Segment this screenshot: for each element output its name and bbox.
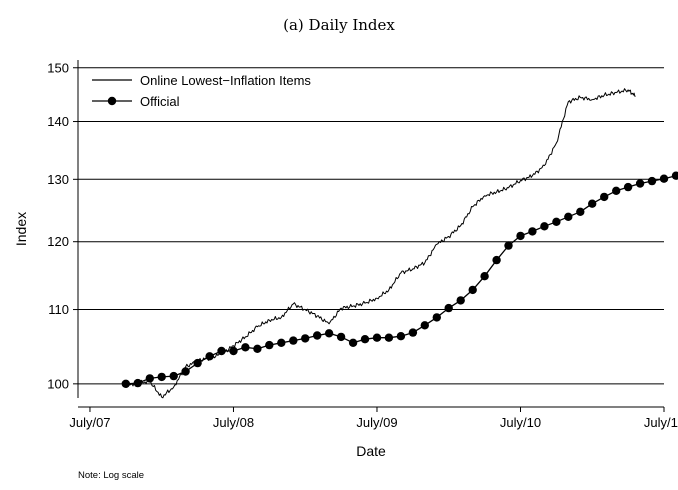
x-axis-label: Date [356, 443, 386, 459]
official-point-36 [552, 217, 561, 226]
official-point-18 [336, 332, 346, 342]
official-point-38 [576, 207, 585, 216]
y-tick-label-140: 140 [47, 114, 69, 129]
official-point-44 [647, 176, 657, 186]
official-point-41 [612, 186, 621, 195]
chart-note: Note: Log scale [78, 470, 144, 481]
official-point-25 [420, 321, 429, 330]
official-point-15 [301, 334, 310, 343]
official-point-33 [516, 231, 525, 241]
official-point-0 [121, 379, 130, 388]
official-point-13 [277, 338, 286, 347]
y-tick-label-130: 130 [47, 172, 69, 187]
y-tick-label-110: 110 [48, 302, 69, 317]
y-tick-label-100: 100 [47, 376, 69, 391]
official-point-27 [444, 303, 453, 313]
x-tick-label-july-07: July/07 [69, 415, 110, 430]
official-point-39 [588, 199, 597, 208]
official-point-14 [289, 336, 298, 345]
legend-label-official: Official [140, 94, 180, 109]
official-point-11 [253, 344, 262, 353]
official-point-16 [313, 331, 322, 340]
official-point-8 [217, 346, 226, 356]
official-point-40 [600, 192, 609, 202]
official-point-10 [241, 343, 250, 352]
official-point-12 [265, 340, 274, 350]
official-point-5 [181, 367, 190, 376]
official-point-3 [157, 372, 166, 382]
online-series-line [125, 88, 636, 399]
official-point-20 [360, 335, 370, 344]
chart-title: (a) Daily Index [283, 16, 395, 34]
official-point-45 [659, 174, 669, 183]
series-layer [121, 88, 678, 399]
official-point-28 [456, 296, 465, 305]
y-tick-label-150: 150 [47, 60, 69, 75]
official-point-7 [205, 352, 214, 361]
series-official [121, 171, 678, 388]
official-point-31 [492, 255, 501, 265]
official-point-19 [348, 338, 358, 347]
official-point-17 [324, 329, 334, 338]
official-point-1 [133, 378, 142, 388]
official-point-26 [432, 313, 441, 322]
official-point-32 [504, 241, 513, 250]
official-point-2 [145, 374, 154, 383]
official-point-6 [193, 358, 202, 368]
official-point-9 [229, 346, 238, 356]
legend: Online Lowest−Inflation Items Official [92, 73, 311, 109]
official-point-42 [623, 182, 633, 192]
y-tick-label-120: 120 [47, 234, 69, 249]
official-point-23 [396, 332, 406, 341]
legend-label-online: Online Lowest−Inflation Items [140, 73, 311, 88]
x-tick-label-july-09: July/09 [356, 415, 397, 430]
x-tick-label-july-11: July/11 [644, 415, 678, 430]
official-point-37 [564, 212, 573, 221]
official-point-46 [671, 171, 678, 180]
official-point-24 [408, 328, 418, 337]
official-point-29 [468, 285, 477, 295]
official-point-30 [480, 272, 489, 281]
official-point-21 [372, 333, 382, 342]
x-tick-label-july-08: July/08 [213, 415, 254, 430]
x-tick-label-july-10: July/10 [500, 415, 541, 430]
gridlines [78, 67, 664, 385]
y-axis-label: Index [13, 212, 29, 246]
official-point-43 [635, 179, 645, 188]
x-axis: July/07 July/08 July/09 July/10 July/11 [69, 406, 678, 430]
official-point-4 [169, 371, 178, 381]
legend-marker-official [107, 96, 117, 106]
official-point-35 [540, 222, 549, 231]
series-online-lowest-inflation [125, 88, 636, 399]
official-point-22 [384, 333, 394, 342]
official-point-34 [528, 227, 537, 236]
y-axis: 100 110 120 130 140 150 [47, 60, 79, 398]
